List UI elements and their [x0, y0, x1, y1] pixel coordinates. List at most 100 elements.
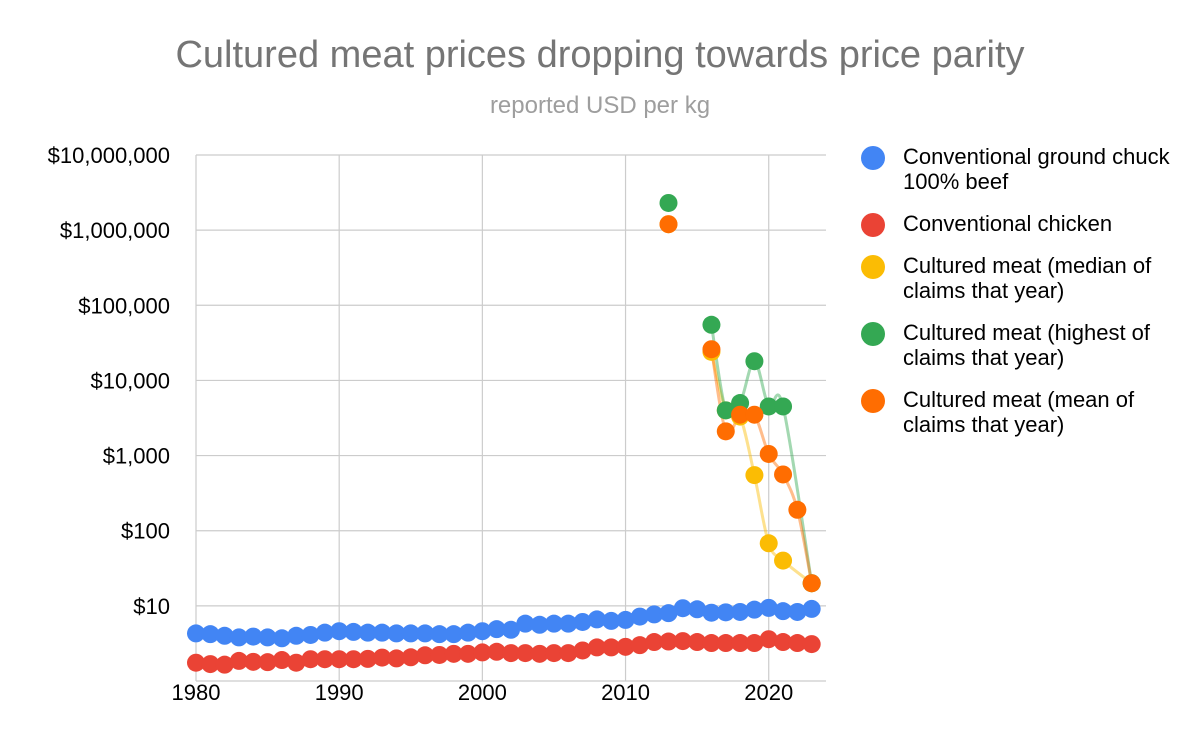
data-point	[530, 615, 549, 634]
data-point	[301, 625, 320, 644]
data-point	[774, 551, 793, 570]
data-point	[716, 422, 735, 441]
data-point	[201, 625, 220, 644]
data-point	[688, 600, 707, 619]
data-point	[444, 625, 463, 644]
legend-marker-cultured-mean	[861, 389, 885, 413]
data-point	[244, 627, 263, 646]
y-tick-label: $10,000,000	[48, 143, 170, 168]
data-point	[774, 633, 793, 652]
x-tick-label: 2000	[458, 680, 507, 705]
data-point	[487, 642, 506, 661]
data-point	[774, 465, 793, 484]
data-point	[702, 603, 721, 622]
data-point	[745, 600, 764, 619]
data-point	[745, 466, 764, 485]
data-point	[430, 625, 449, 644]
data-point	[759, 630, 778, 649]
data-point	[716, 634, 735, 653]
data-point	[373, 623, 392, 642]
data-point	[788, 634, 807, 653]
data-point	[731, 634, 750, 653]
data-point	[315, 623, 334, 642]
data-point	[587, 610, 606, 629]
legend-label-cultured-highest: Cultured meat (highest of claims that ye…	[903, 320, 1151, 370]
data-point	[745, 634, 764, 653]
data-point	[201, 655, 220, 674]
data-point	[272, 629, 291, 648]
data-point	[287, 626, 306, 645]
legend-marker-chicken	[861, 213, 885, 237]
data-point	[502, 620, 520, 639]
data-point	[344, 650, 363, 669]
data-point	[573, 641, 592, 660]
data-point	[759, 598, 778, 617]
data-point	[516, 614, 535, 633]
data-point	[187, 624, 205, 643]
data-point	[272, 651, 291, 670]
data-point	[358, 649, 377, 668]
data-point	[387, 649, 406, 668]
data-point	[645, 633, 664, 652]
y-tick-label: $1,000,000	[60, 218, 170, 243]
x-tick-label: 2010	[601, 680, 650, 705]
data-point	[544, 644, 563, 663]
data-point	[602, 611, 621, 630]
x-tick-label: 2020	[744, 680, 793, 705]
data-point	[759, 397, 778, 416]
legend-item-cultured-highest: Cultured meat (highest of claims that ye…	[860, 320, 1180, 370]
data-point	[759, 534, 778, 553]
data-point	[573, 612, 592, 631]
data-point	[315, 650, 334, 669]
legend-item-cultured-median: Cultured meat (median of claims that yea…	[860, 253, 1180, 303]
data-point	[330, 622, 349, 641]
data-point	[759, 444, 778, 463]
data-point	[645, 605, 664, 624]
data-point	[258, 653, 277, 672]
data-point	[774, 602, 793, 621]
data-point	[788, 500, 807, 519]
data-point	[630, 607, 649, 626]
data-point	[702, 634, 721, 653]
data-point	[459, 644, 478, 663]
data-point	[358, 623, 377, 642]
data-point	[373, 648, 392, 667]
data-point	[258, 628, 277, 647]
data-point	[387, 624, 406, 643]
legend-marker-cultured-highest	[861, 322, 885, 346]
y-tick-label: $1,000	[103, 444, 170, 469]
data-point	[630, 636, 649, 655]
data-point	[716, 603, 735, 622]
data-point	[688, 633, 707, 652]
data-point	[559, 644, 578, 663]
data-point	[473, 622, 492, 641]
data-point	[459, 623, 478, 642]
data-point	[659, 604, 678, 623]
data-point	[187, 653, 205, 672]
data-point	[616, 610, 635, 629]
data-point	[229, 651, 248, 670]
data-point	[745, 352, 764, 371]
data-point	[530, 644, 549, 663]
data-point	[802, 599, 821, 618]
chart-title: Cultured meat prices dropping towards pr…	[175, 34, 1025, 76]
y-tick-label: $100,000	[78, 293, 170, 318]
data-point	[244, 652, 263, 671]
data-point	[731, 405, 750, 424]
data-point	[502, 644, 520, 663]
legend-label-cultured-mean: Cultured meat (mean of claims that year)	[903, 387, 1135, 437]
data-point	[516, 644, 535, 663]
y-tick-label: $10,000	[90, 368, 170, 393]
data-point	[330, 650, 349, 669]
data-point	[702, 340, 721, 359]
data-point	[659, 215, 678, 234]
data-point	[745, 405, 764, 424]
data-point	[802, 574, 821, 593]
data-point	[215, 626, 234, 645]
data-point	[287, 653, 306, 672]
data-point	[587, 638, 606, 657]
data-point	[659, 632, 678, 651]
data-point	[473, 643, 492, 662]
data-point	[788, 602, 807, 621]
data-point	[401, 648, 420, 667]
